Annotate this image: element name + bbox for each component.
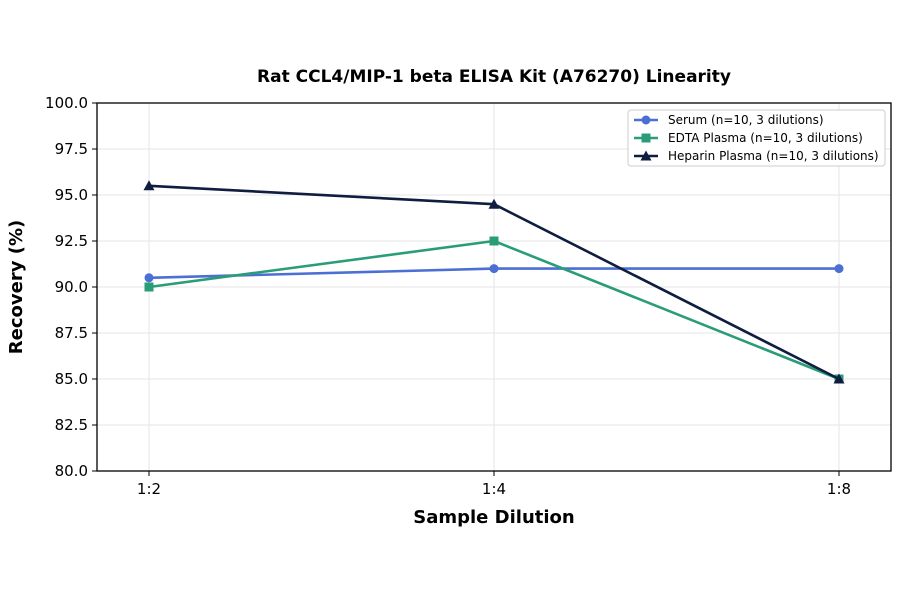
y-tick-label: 95.0 <box>55 186 88 204</box>
legend-entry: EDTA Plasma (n=10, 3 dilutions) <box>634 131 863 145</box>
legend-entry: Heparin Plasma (n=10, 3 dilutions) <box>634 149 879 163</box>
y-tick-label: 97.5 <box>55 140 88 158</box>
data-point <box>833 373 845 384</box>
y-tick-label: 85.0 <box>55 370 88 388</box>
axis-ticks: 80.0 82.5 85.0 87.5 90.0 92.5 95.0 97.5 100.0 1:2… <box>45 94 851 498</box>
y-tick-label: 92.5 <box>55 232 88 250</box>
chart-title: Rat CCL4/MIP-1 beta ELISA Kit (A76270) L… <box>257 67 731 87</box>
y-tick-label: 90.0 <box>55 278 88 296</box>
x-tick-label: 1:8 <box>827 480 851 498</box>
y-tick-label: 80.0 <box>55 462 88 480</box>
data-point <box>144 273 154 283</box>
data-point <box>143 180 155 191</box>
legend-marker <box>641 133 651 143</box>
series-3 <box>143 180 845 384</box>
x-axis-label: Sample Dilution <box>413 507 574 528</box>
legend-label: Heparin Plasma (n=10, 3 dilutions) <box>668 149 879 163</box>
data-point <box>489 264 499 274</box>
data-point <box>489 236 499 246</box>
y-tick-label: 82.5 <box>55 416 88 434</box>
series-1 <box>144 264 844 283</box>
y-axis-label: Recovery (%) <box>6 220 27 354</box>
legend: Serum (n=10, 3 dilutions) EDTA Plasma (n=… <box>627 109 886 167</box>
legend-entry: Serum (n=10, 3 dilutions) <box>634 113 824 127</box>
y-tick-label: 87.5 <box>55 324 88 342</box>
x-tick-label: 1:2 <box>137 480 161 498</box>
legend-marker <box>640 150 652 161</box>
y-tick-label: 100.0 <box>45 94 88 112</box>
series-layer <box>143 180 845 384</box>
legend-box <box>627 109 886 167</box>
data-point <box>488 198 500 209</box>
data-point <box>834 264 844 274</box>
legend-label: EDTA Plasma (n=10, 3 dilutions) <box>668 131 863 145</box>
data-point <box>144 282 154 292</box>
x-tick-label: 1:4 <box>482 480 506 498</box>
legend-marker <box>641 115 651 125</box>
legend-label: Serum (n=10, 3 dilutions) <box>668 113 824 127</box>
